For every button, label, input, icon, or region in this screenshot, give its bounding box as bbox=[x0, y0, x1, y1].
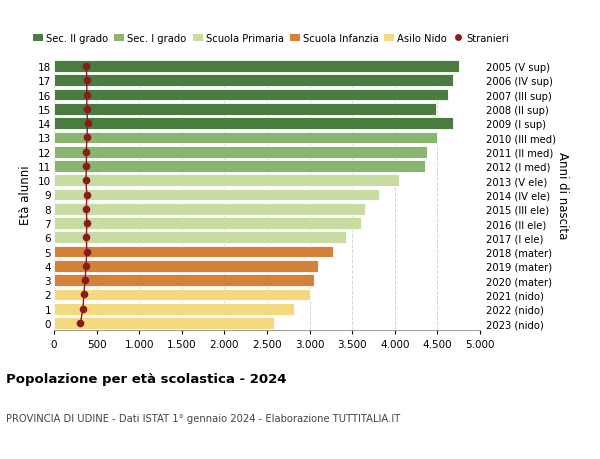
Bar bbox=[54, 189, 379, 201]
Bar bbox=[54, 318, 274, 329]
Bar bbox=[54, 246, 334, 258]
Legend: Sec. II grado, Sec. I grado, Scuola Primaria, Scuola Infanzia, Asilo Nido, Stran: Sec. II grado, Sec. I grado, Scuola Prim… bbox=[29, 29, 513, 47]
Bar bbox=[54, 218, 361, 230]
Bar bbox=[54, 104, 436, 115]
Bar bbox=[54, 303, 294, 315]
Bar bbox=[54, 175, 399, 187]
Bar bbox=[54, 261, 318, 272]
Bar bbox=[54, 146, 427, 158]
Bar bbox=[54, 90, 448, 101]
Bar bbox=[54, 161, 425, 173]
Text: PROVINCIA DI UDINE - Dati ISTAT 1° gennaio 2024 - Elaborazione TUTTITALIA.IT: PROVINCIA DI UDINE - Dati ISTAT 1° genna… bbox=[6, 413, 400, 423]
Y-axis label: Anni di nascita: Anni di nascita bbox=[556, 151, 569, 239]
Bar bbox=[54, 61, 459, 73]
Bar bbox=[54, 232, 346, 244]
Bar bbox=[54, 132, 437, 144]
Text: Popolazione per età scolastica - 2024: Popolazione per età scolastica - 2024 bbox=[6, 372, 287, 385]
Bar bbox=[54, 275, 314, 286]
Bar bbox=[54, 75, 453, 87]
Bar bbox=[54, 203, 365, 215]
Bar bbox=[54, 289, 310, 301]
Bar bbox=[54, 118, 453, 129]
Y-axis label: Età alunni: Età alunni bbox=[19, 165, 32, 225]
